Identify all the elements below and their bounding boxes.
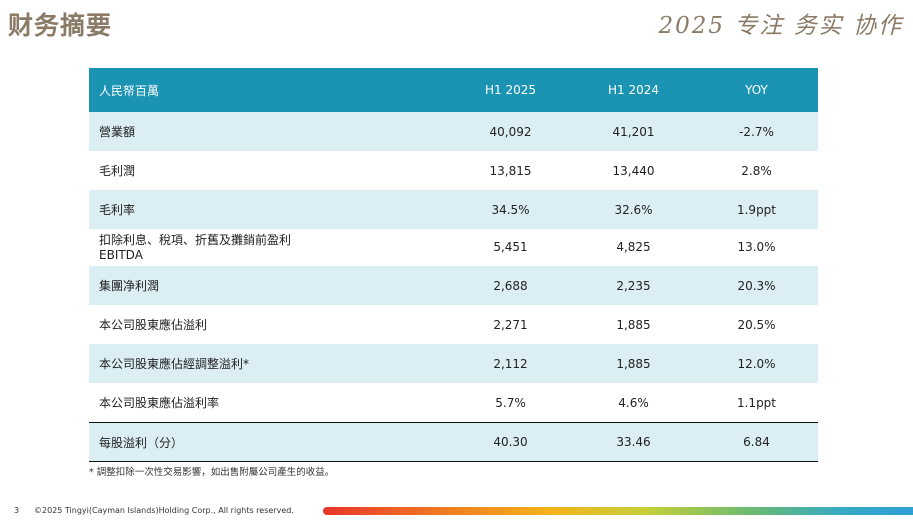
row-label-line1: 扣除利息、稅項、折舊及攤銷前盈利: [99, 232, 292, 247]
cell-h1-2025: 40.30: [449, 422, 572, 462]
table-row: 營業額 40,092 41,201 -2.7%: [89, 112, 818, 151]
financial-summary-table: 人民帑百萬 H1 2025 H1 2024 YOY 營業額 40,092 41,…: [89, 68, 818, 462]
column-header-yoy: YOY: [695, 68, 818, 112]
table-row: 本公司股東應佔溢利 2,271 1,885 20.5%: [89, 305, 818, 344]
page-number: 3: [14, 506, 20, 515]
table-row: 扣除利息、稅項、折舊及攤銷前盈利 EBITDA 5,451 4,825 13.0…: [89, 229, 818, 266]
cell-h1-2024: 4,825: [616, 240, 651, 254]
copyright-text: ©2025 Tingyi(Cayman Islands)Holding Corp…: [34, 506, 294, 515]
row-label: 營業額: [89, 112, 449, 151]
row-label: 集團净利潤: [89, 266, 449, 305]
table-row: 本公司股東應佔溢利率 5.7% 4.6% 1.1ppt: [89, 383, 818, 423]
cell-yoy: 2.8%: [741, 163, 772, 178]
cell-h1-2025: 2,688: [449, 266, 572, 305]
table-row: 本公司股東應佔經調整溢利* 2,112 1,885 12.0%: [89, 344, 818, 383]
cell-h1-2024: 33.46: [572, 422, 695, 462]
cell-h1-2025: 40,092: [449, 112, 572, 151]
row-label: 毛利率: [89, 190, 449, 229]
cell-h1-2024: 1,885: [572, 344, 695, 383]
slogan-text: 2025 专注 务实 协作: [658, 13, 903, 39]
column-header-h1-2024: H1 2024: [572, 68, 695, 112]
cell-yoy: 1.1ppt: [736, 395, 777, 410]
cell-h1-2025: 2,271: [493, 317, 528, 332]
column-header-unit: 人民帑百萬: [89, 68, 449, 112]
row-label: 毛利潤: [99, 164, 136, 178]
table-row: 每股溢利（分） 40.30 33.46 6.84: [89, 422, 818, 462]
row-label-line2: EBITDA: [99, 247, 143, 262]
table-row: 集團净利潤 2,688 2,235 20.3%: [89, 266, 818, 305]
page-title: 财务摘要: [8, 11, 113, 40]
cell-h1-2025: 5,451: [493, 240, 528, 254]
row-label: 本公司股東應佔經調整溢利*: [89, 344, 449, 383]
cell-h1-2024: 1,885: [616, 317, 651, 332]
cell-yoy: 6.84: [695, 422, 818, 462]
cell-yoy: 13.0%: [737, 240, 776, 254]
decorative-gradient-bar: [323, 507, 913, 515]
table-row: 毛利潤 13,815 13,440 2.8%: [89, 151, 818, 190]
cell-yoy: 12.0%: [695, 344, 818, 383]
cell-yoy: 20.3%: [695, 266, 818, 305]
row-label: 扣除利息、稅項、折舊及攤銷前盈利 EBITDA: [89, 229, 449, 266]
row-label: 每股溢利（分）: [89, 422, 449, 462]
cell-h1-2024: 32.6%: [572, 190, 695, 229]
cell-h1-2024: 4.6%: [618, 395, 649, 410]
footnote: * 調整扣除一次性交易影響，如出售附屬公司產生的收益。: [89, 467, 335, 478]
row-label: 本公司股東應佔溢利率: [99, 396, 220, 410]
cell-h1-2024: 13,440: [612, 163, 655, 178]
cell-h1-2024: 2,235: [572, 266, 695, 305]
cell-h1-2025: 34.5%: [449, 190, 572, 229]
table-header-row: 人民帑百萬 H1 2025 H1 2024 YOY: [89, 68, 818, 112]
table-row: 毛利率 34.5% 32.6% 1.9ppt: [89, 190, 818, 229]
cell-h1-2025: 13,815: [489, 163, 532, 178]
cell-yoy: 1.9ppt: [695, 190, 818, 229]
cell-h1-2025: 2,112: [449, 344, 572, 383]
column-header-h1-2025: H1 2025: [449, 68, 572, 112]
cell-h1-2025: 5.7%: [495, 395, 526, 410]
cell-h1-2024: 41,201: [572, 112, 695, 151]
cell-yoy: 20.5%: [737, 317, 776, 332]
row-label: 本公司股東應佔溢利: [99, 318, 208, 332]
cell-yoy: -2.7%: [695, 112, 818, 151]
